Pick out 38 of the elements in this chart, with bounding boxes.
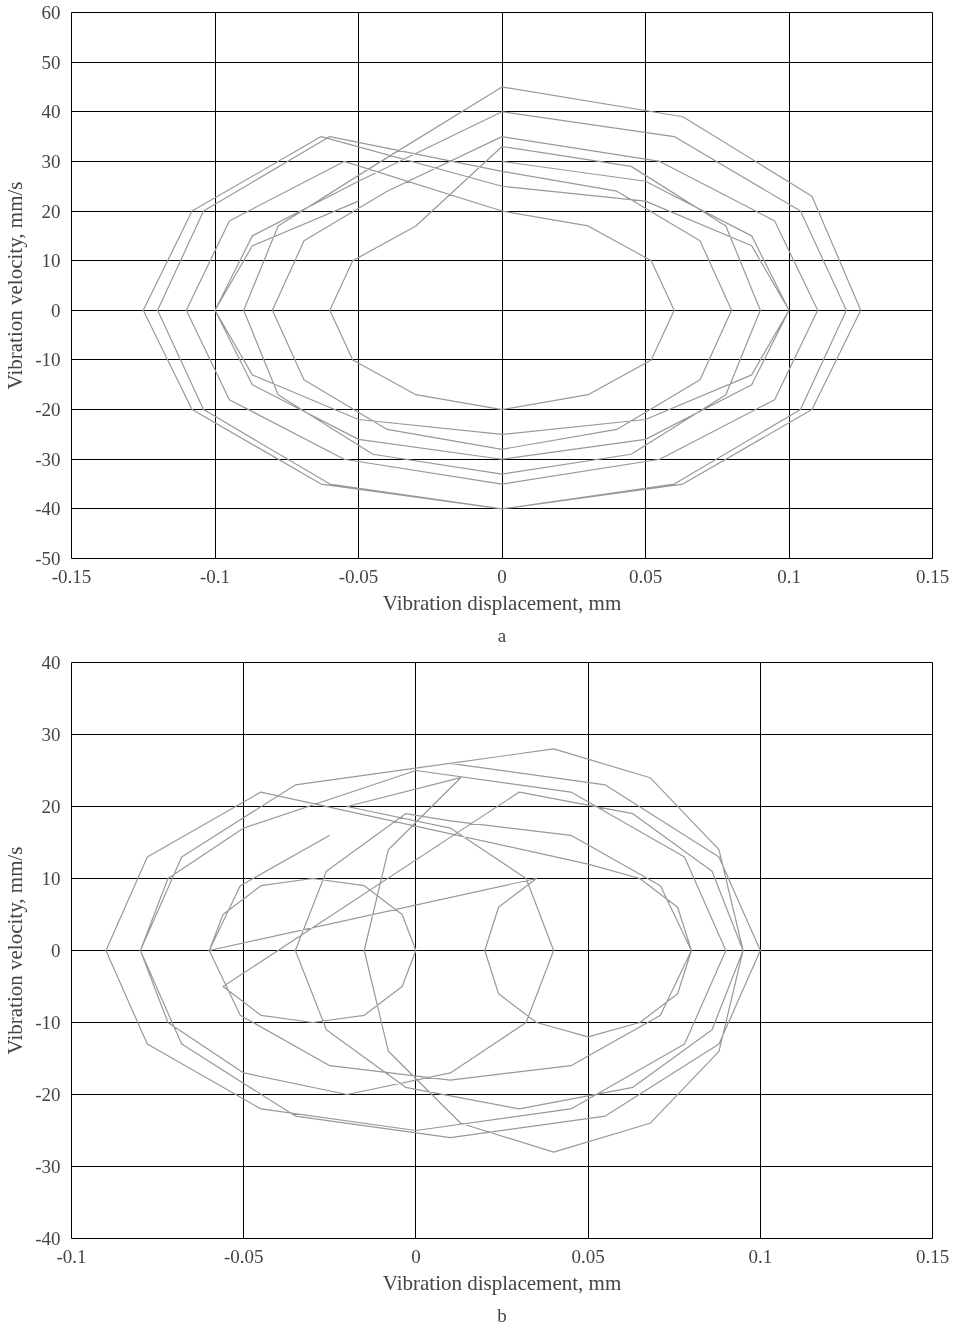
y-tick-label: 40: [41, 652, 61, 673]
x-tick-label: 0.15: [915, 565, 950, 587]
y-tick-label: -20: [35, 399, 61, 421]
x-axis-title: Vibration displacement, mm: [382, 1270, 622, 1295]
y-tick-label: -20: [35, 1084, 61, 1105]
y-tick-label: -10: [35, 349, 61, 371]
x-tick-label: 0.15: [915, 1245, 950, 1267]
x-axis-title: Vibration displacement, mm: [382, 590, 622, 615]
x-tick-label: 0: [497, 565, 507, 587]
x-tick-label: -0.1: [199, 565, 231, 587]
text: a: [497, 624, 507, 646]
y-tick-label: 0: [51, 299, 61, 321]
y-tick-label: 10: [41, 868, 61, 889]
y-tick-label: 60: [41, 2, 61, 23]
y-axis-title: Vibration velocity, mm/s: [3, 181, 28, 390]
line-series: [105, 748, 761, 1153]
x-tick-label: 0.1: [748, 1245, 773, 1267]
x-tick-label: 0.1: [777, 565, 801, 587]
y-tick-label: 20: [41, 200, 61, 222]
y-tick-label: -30: [35, 1156, 61, 1177]
y-axis-title: Vibration velocity, mm/s: [3, 846, 28, 1055]
x-tick-label: 0.05: [571, 1245, 605, 1267]
y-tick-label: -10: [35, 1012, 61, 1033]
y-tick-label: 40: [41, 101, 61, 123]
x-tick-label: -0.05: [338, 565, 379, 587]
x-tick-label: 0.05: [628, 565, 663, 587]
y-tick-label: -30: [35, 448, 61, 470]
text: b: [497, 1304, 507, 1326]
y-tick-label: 30: [41, 150, 61, 172]
x-tick-label: -0.05: [223, 1245, 264, 1267]
y-tick-label: 30: [41, 724, 61, 745]
y-tick-label: 10: [41, 250, 61, 272]
y-tick-label: 50: [41, 51, 61, 73]
y-tick-label: 0: [51, 940, 61, 961]
x-tick-label: 0: [411, 1245, 421, 1267]
y-tick-label: -40: [35, 498, 61, 520]
y-tick-label: 20: [41, 796, 61, 817]
line-series: [142, 86, 862, 510]
